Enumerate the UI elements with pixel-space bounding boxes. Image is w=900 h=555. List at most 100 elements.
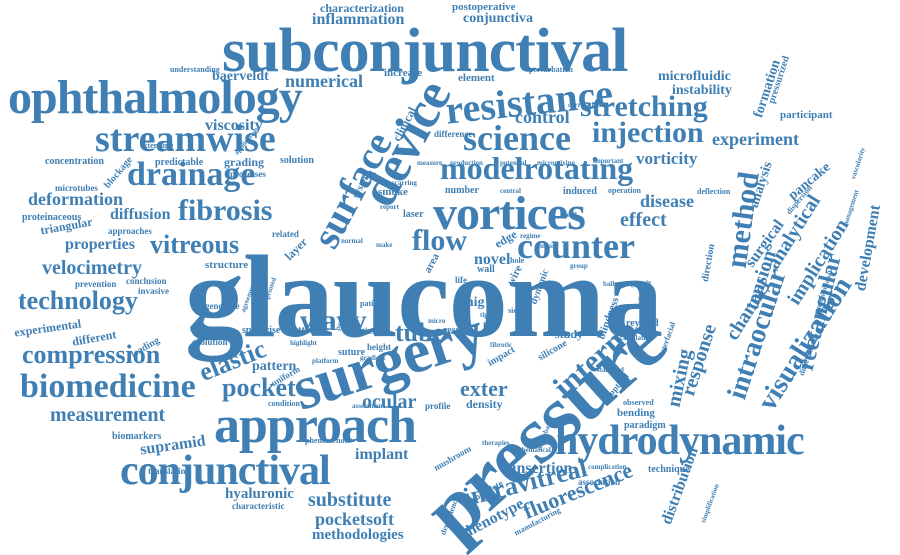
word-approach: approach	[214, 397, 417, 454]
word-deformation: deformation	[28, 189, 123, 209]
word-conjunctiva: conjunctiva	[463, 11, 533, 26]
word-micro: micro	[428, 317, 446, 325]
word-deflection: deflection	[697, 187, 731, 196]
word-hyaluronic: hyaluronic	[225, 486, 294, 502]
word-grading: grading	[224, 155, 265, 169]
word-reynold: reynold	[626, 318, 659, 329]
word-bending: bending	[617, 407, 655, 419]
word-hole: hole	[510, 256, 525, 265]
word-height: height	[367, 342, 392, 352]
word-disease: disease	[640, 191, 694, 211]
word-diffusion: diffusion	[110, 206, 171, 223]
word-measurement: measurement	[50, 404, 166, 426]
word-biomedicine: biomedicine	[20, 368, 196, 405]
word-implant: implant	[355, 446, 409, 463]
word-subconjunctival: subconjunctival	[222, 17, 628, 85]
word-pocket: pocket	[222, 373, 296, 402]
word-conjunctival: conjunctival	[120, 448, 331, 494]
word-direction: direction	[699, 243, 718, 283]
word-stretching: stretching	[580, 90, 708, 123]
word-spanwise: spanwise	[242, 325, 281, 336]
word-calculation: calculation	[620, 334, 653, 342]
word-extending: extending	[140, 141, 174, 150]
word-technology: technology	[18, 286, 138, 315]
word-instability: instability	[672, 83, 732, 98]
word-report: report	[380, 203, 399, 211]
word-experiment: experiment	[712, 129, 799, 149]
word-compression: compression	[22, 340, 161, 369]
word-tube: tube	[395, 318, 445, 347]
word-simplification: simplification	[699, 482, 721, 524]
word-inflammation: inflammation	[312, 11, 405, 28]
word-platform: platform	[312, 357, 339, 365]
word-hydrodynamic: hydrodynamic	[555, 418, 805, 464]
word-methodologies: methodologies	[312, 527, 404, 543]
word-difference: difference	[434, 129, 473, 139]
word-ophthalmology: ophthalmology	[8, 71, 303, 124]
word-science: science	[463, 118, 571, 158]
word-conclusion: conclusion	[126, 276, 167, 286]
word-ocular: ocular	[362, 391, 417, 413]
word-properties: properties	[65, 236, 135, 253]
word-pocketsoft: pocketsoft	[315, 509, 394, 529]
word-condition: condition	[268, 399, 301, 408]
word-invasive: invasive	[138, 286, 170, 296]
word-participant: participant	[780, 109, 833, 121]
word-control: control	[515, 107, 570, 127]
word-vitreous: vitreous	[150, 230, 240, 259]
word-management: management	[841, 188, 861, 228]
word-genotype: genotype	[205, 301, 240, 311]
word-induced: induced	[563, 186, 597, 197]
word-gradient: gradient	[360, 354, 386, 362]
word-regime: regime	[520, 232, 541, 240]
word-therapies: therapies	[482, 439, 510, 447]
word-study: study	[555, 327, 584, 341]
word-velocimetry: velocimetry	[42, 257, 142, 279]
word-mig: mig	[462, 295, 485, 310]
word-tip: tip	[480, 311, 489, 319]
word-exter: exter	[460, 376, 508, 401]
word-baerveldt: baerveldt	[212, 69, 269, 84]
word-microtubes: microtubes	[55, 183, 98, 193]
word-button: button	[287, 325, 316, 336]
word-structure: structure	[205, 259, 249, 271]
word-drainage: drainage	[127, 156, 256, 193]
word-scarring: scarring	[392, 179, 417, 187]
word-ballooning: ballooning	[603, 280, 635, 288]
word-association: association	[578, 477, 621, 487]
word-perturbation: perturbation	[529, 65, 573, 74]
word-biomarkers: biomarkers	[112, 431, 162, 442]
word-characteristic: characteristic	[232, 501, 285, 511]
word-highlight: highlight	[290, 339, 317, 347]
word-life: life	[455, 275, 467, 285]
word-result: result	[443, 325, 468, 336]
word-sided: sided	[508, 306, 526, 315]
word-measure: measure	[417, 159, 443, 167]
word-related: related	[272, 229, 299, 239]
word-tissue: tissue	[362, 326, 384, 336]
word-patient: patient	[360, 299, 384, 308]
word-important: important	[593, 157, 624, 165]
word-development: development	[852, 203, 884, 293]
word-approaches: approaches	[108, 226, 152, 236]
word-mathematical: mathematical	[510, 446, 551, 454]
word-standard: standard	[597, 366, 624, 374]
word-normal: normal	[341, 237, 363, 245]
word-phenomenon: phenomenon	[305, 436, 350, 445]
word-insertion: insertion	[512, 460, 573, 477]
word-viscosity: viscosity	[205, 117, 263, 134]
word-modelrotating: modelrotating	[440, 150, 634, 186]
word-counter: counter	[517, 226, 635, 266]
word-operation: operation	[608, 186, 641, 195]
word-solution: solution	[280, 155, 314, 166]
word-concentration: concentration	[45, 156, 104, 167]
word-streamwise: streamwise	[95, 118, 276, 160]
word-fibrotic: fibrotic	[490, 341, 513, 349]
word-ring: ring	[483, 319, 500, 329]
word-vascularity: vascularity	[849, 146, 867, 181]
word-micromixing: micromixing	[537, 159, 575, 167]
word-make: make	[376, 241, 393, 249]
word-density: density	[466, 397, 503, 411]
word-injection: injection	[592, 116, 704, 149]
